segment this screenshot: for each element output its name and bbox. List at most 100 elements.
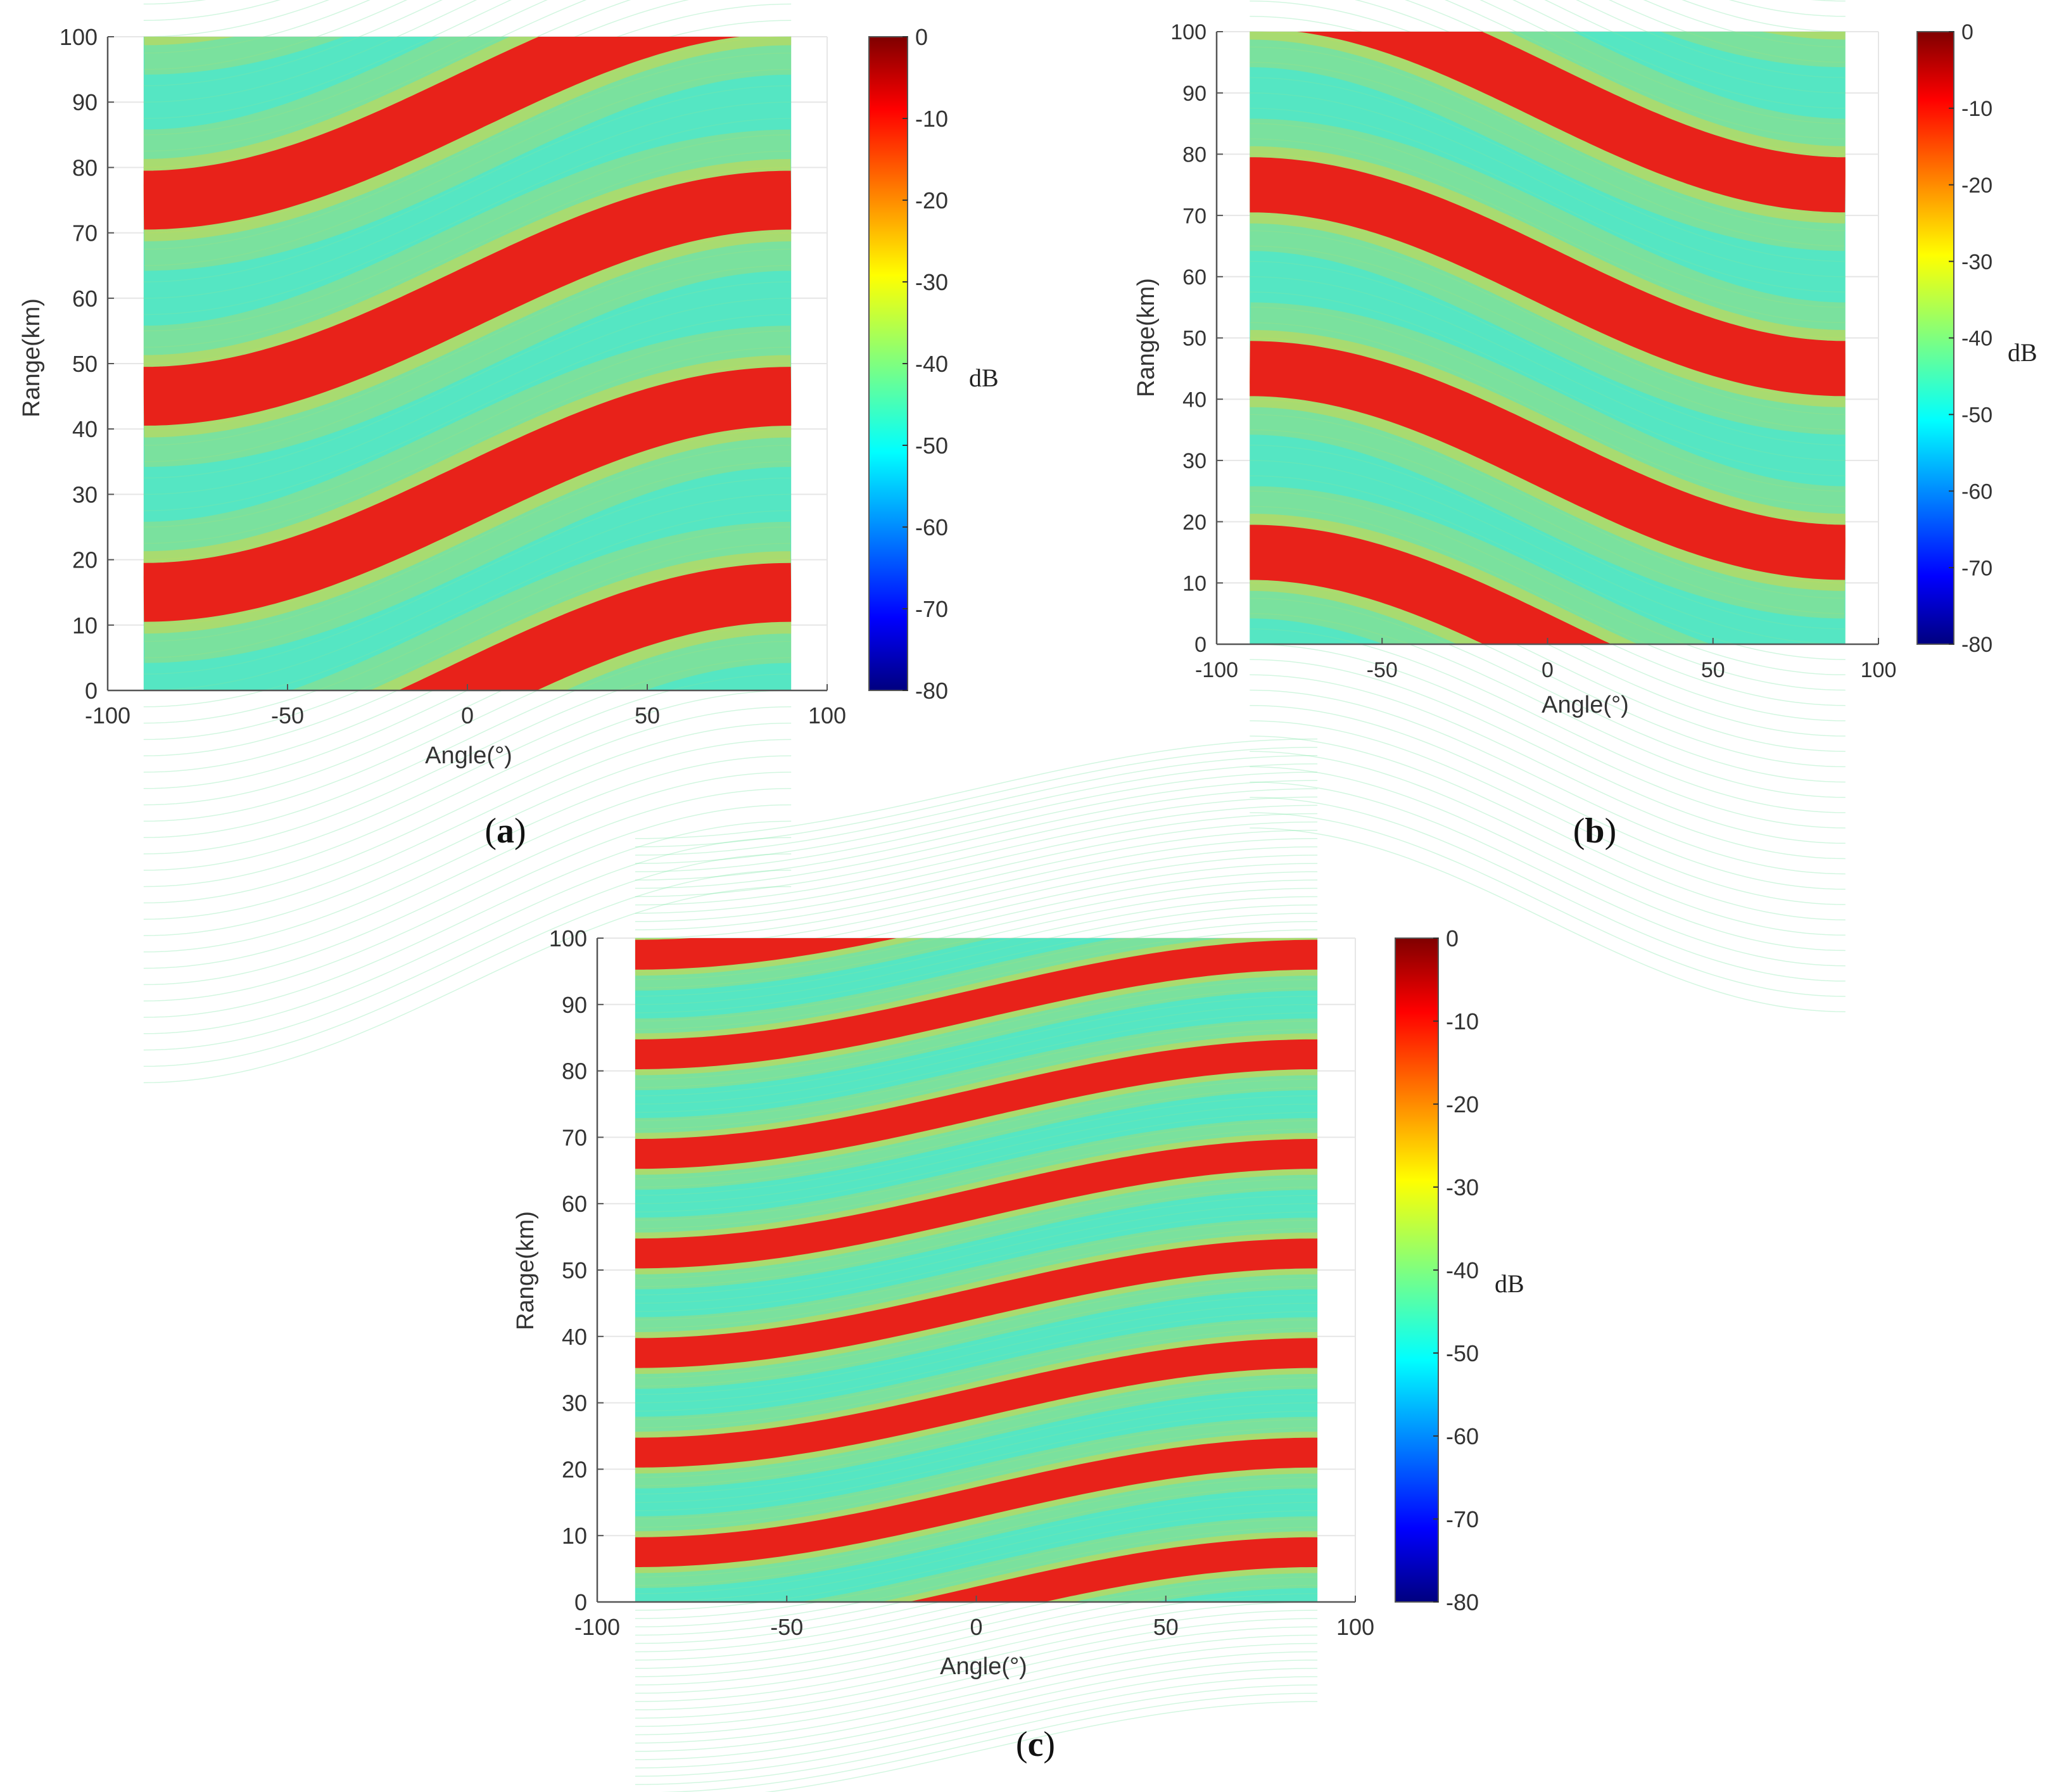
- fringe-line: [635, 1668, 1318, 1769]
- fringe-line: [635, 738, 1318, 839]
- ridge-line: [1296, 32, 1846, 213]
- fringe-line: [635, 1211, 1318, 1312]
- fringe-line: [143, 461, 792, 659]
- fringe-line: [143, 363, 792, 561]
- fringe-line: [635, 1236, 1318, 1337]
- fringe-line: [143, 0, 548, 136]
- fringe-line: [635, 1203, 1318, 1304]
- ridge-line: [635, 1039, 1318, 1169]
- y-tick-label: 20: [562, 1456, 587, 1482]
- fringe-line: [635, 1327, 1318, 1428]
- fringe-line: [143, 0, 330, 37]
- colorbar-tick-label: -60: [1446, 1423, 1479, 1449]
- panel-a-colorbar: 0 -10 -20 -30 -40 -50 -60 -70 -80: [868, 24, 948, 704]
- fringe-line: [143, 788, 792, 986]
- fringe-line: [635, 1651, 1318, 1752]
- fringe-line: [143, 543, 792, 740]
- fringe-line: [143, 281, 792, 479]
- fringe-line: [635, 829, 1318, 931]
- fringe-line: [143, 804, 792, 1001]
- y-tick-label: 80: [1182, 143, 1206, 167]
- fringe-line: [1250, 414, 1846, 599]
- fringe-line: [143, 265, 792, 462]
- fringe-line: [1608, 0, 1846, 63]
- fringe-line: [635, 937, 1318, 1038]
- fringe-line: [143, 493, 792, 691]
- ylabel-c: Range(km): [512, 1211, 539, 1330]
- y-tick-label: 70: [1182, 204, 1206, 228]
- fringe-line: [143, 428, 792, 626]
- x-tick-label: 50: [635, 702, 660, 728]
- y-tick-label: 10: [72, 613, 98, 639]
- fringe-line: [1250, 475, 1846, 660]
- y-tick-label: 40: [1182, 388, 1206, 412]
- fringe-line: [635, 1410, 1318, 1511]
- fringe-line: [635, 1676, 1318, 1777]
- xlabel-a: Angle(°): [425, 742, 512, 769]
- fringe-line: [635, 1319, 1318, 1420]
- panel-a-ridges: [143, 37, 792, 690]
- colorbar-tick-label: -40: [1446, 1257, 1479, 1283]
- colorbar-tick-label: -30: [1446, 1174, 1479, 1200]
- fringe-line: [1250, 276, 1846, 461]
- fringe-line: [1250, 674, 1846, 860]
- ridge-line: [143, 170, 792, 426]
- fringe-line: [1250, 644, 1846, 829]
- panel-c: -100 -50 0 50 100 0 10 20 30 40 50 60 70 80 90 100 0 -10 -…: [512, 738, 1524, 1792]
- y-tick-label: 90: [1182, 82, 1206, 106]
- colorbar-tick-label: -60: [1961, 480, 1992, 504]
- panel-b: -100 -50 0 50 100 0 10 20 30 40 50 60 70 80 90 100 0 -10 -…: [1133, 0, 2037, 1012]
- panel-c-tick-labels: -100 -50 0 50 100 0 10 20 30 40 50 60 70 80 90 100: [549, 925, 1374, 1640]
- caption-a-label: a: [497, 811, 514, 851]
- fringe-line: [143, 722, 792, 920]
- fringe-line: [143, 820, 792, 1018]
- fringe-line: [143, 232, 792, 429]
- ridge-line: [635, 1238, 1318, 1368]
- colorbar-tick-label: -50: [1961, 404, 1992, 428]
- xlabel-b: Angle(°): [1542, 692, 1629, 718]
- y-tick-label: 0: [574, 1589, 587, 1615]
- colorbar-tick-label: -70: [1961, 556, 1992, 580]
- fringe-line: [635, 1029, 1318, 1130]
- y-tick-label: 70: [562, 1124, 587, 1150]
- fringe-line: [1250, 31, 1846, 216]
- fringe-line: [635, 746, 1318, 848]
- fringe-line: [143, 53, 792, 250]
- fringe-line: [1250, 797, 1846, 982]
- fringe-line: [661, 1693, 1318, 1792]
- x-tick-label: 100: [1336, 1614, 1374, 1640]
- panel-b-ridges: [1250, 32, 1846, 644]
- fringe-line: [1250, 628, 1846, 813]
- fringe-line: [635, 1078, 1318, 1179]
- y-tick-label: 0: [85, 678, 98, 704]
- fringe-line: [635, 887, 1318, 989]
- fringe-line: [1250, 77, 1846, 262]
- fringe-line: [143, 0, 443, 87]
- fringe-line: [635, 1585, 1318, 1686]
- fringe-line: [635, 1593, 1318, 1694]
- fringe-line: [635, 896, 1318, 997]
- fringe-line: [1250, 490, 1846, 676]
- fringe-line: [635, 1518, 1318, 1619]
- ridge-line: [635, 938, 897, 970]
- fringe-line: [143, 657, 792, 855]
- caption-b-label: b: [1585, 811, 1604, 851]
- fringe-line: [1250, 337, 1846, 523]
- fringe-line: [143, 886, 792, 1083]
- fringe-line: [143, 85, 792, 283]
- fringe-line: [635, 1477, 1318, 1578]
- y-tick-label: 10: [1182, 572, 1206, 596]
- colorbar-tick-label: -20: [1961, 174, 1992, 198]
- fringe-line: [635, 1095, 1318, 1196]
- fringe-line: [635, 1402, 1318, 1503]
- fringe-line: [1576, 0, 1846, 79]
- fringe-line: [635, 1568, 1318, 1669]
- fringe-line: [143, 640, 792, 838]
- colorbar-tick-label: -80: [1446, 1589, 1479, 1615]
- fringe-line: [635, 813, 1318, 914]
- ridge-line: [143, 367, 792, 622]
- ridge-line: [1250, 157, 1846, 397]
- fringe-line: [635, 755, 1318, 856]
- x-tick-label: 50: [1701, 658, 1725, 682]
- fringe-line: [1728, 0, 1846, 17]
